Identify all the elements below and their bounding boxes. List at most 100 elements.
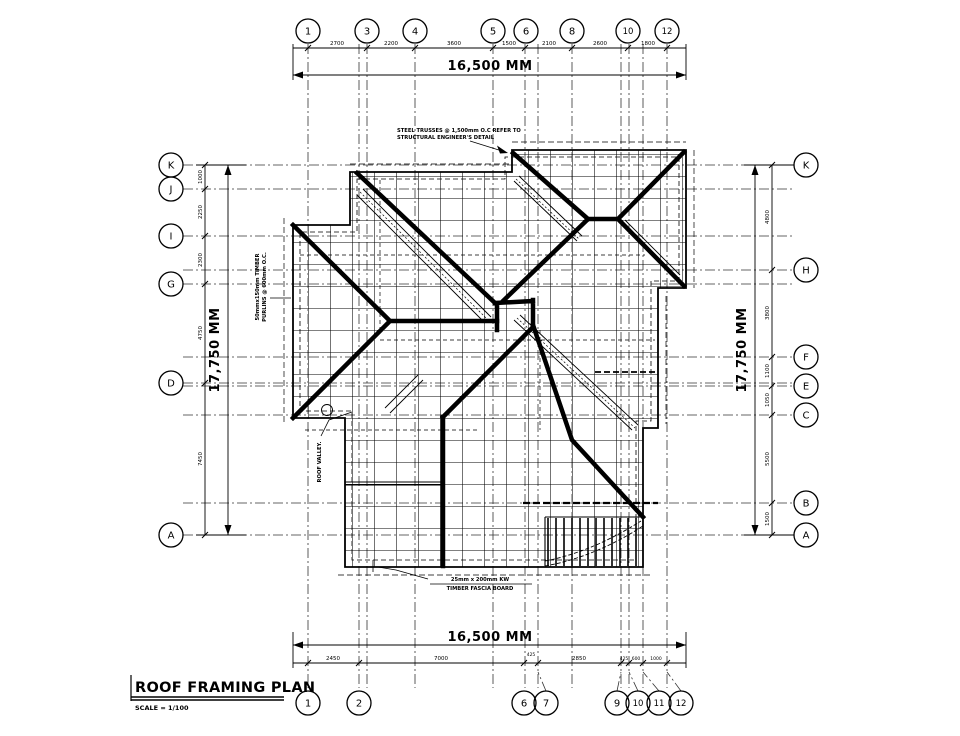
hip-valley-lines <box>289 148 688 569</box>
grid-bubble: 1 <box>295 18 321 44</box>
hip-to-lower-ridge <box>439 323 537 569</box>
truss-note-leader <box>469 140 503 152</box>
dim-value: 1500 <box>502 41 516 47</box>
valley-band-right <box>620 219 681 280</box>
grid-bubble: H <box>793 257 819 283</box>
dim-lines <box>292 632 687 668</box>
detail-circle <box>321 404 333 416</box>
overall-dimension: 16,500 MM <box>447 630 532 645</box>
roof-outline <box>292 149 687 568</box>
dim-value: 1100 <box>765 364 771 378</box>
porch-arc-dashed <box>544 520 644 567</box>
dim-value: 425 <box>620 656 629 662</box>
fascia-note-line1: 25mm x 200mm KW <box>451 577 509 583</box>
dim-value: 4800 <box>765 210 771 224</box>
grid-bubble-label: C <box>803 411 810 422</box>
dim-value: 2300 <box>198 253 204 267</box>
dim-value: 2450 <box>326 656 340 662</box>
axis-bubbles-right: K H F E C B A <box>793 152 819 548</box>
roof-truss-grid <box>293 150 686 567</box>
grid-bubble-label: D <box>167 379 175 390</box>
dim-arrow-top <box>224 165 232 175</box>
grid-bubble-label: 12 <box>676 699 687 709</box>
porch-rafters <box>544 516 644 567</box>
axis-bubbles-bottom: 1 2 6 7 9 10 11 12 <box>295 690 694 716</box>
grid-bubble: 12 <box>668 690 694 716</box>
grid-bubble-label: B <box>803 499 810 510</box>
dimension-bottom: 2450 7000 425 2850 425 600 1000 16,500 M… <box>292 630 687 668</box>
valley-band-small <box>384 374 424 414</box>
dim-value: 425 <box>527 652 536 658</box>
bubble-fan-stubs <box>537 671 682 692</box>
dim-value: 4750 <box>198 326 204 340</box>
eave-inset-line <box>299 156 680 561</box>
grid-bubble-label: 7 <box>543 699 549 710</box>
grid-bubble: A <box>158 522 184 548</box>
truss-leader-arrowhead <box>497 145 508 154</box>
dim-value: 7450 <box>198 452 204 466</box>
grid-bubble-label: K <box>803 161 810 172</box>
framing-details <box>300 180 658 505</box>
dim-value: 1800 <box>641 41 655 47</box>
dim-value: 1000 <box>650 656 662 662</box>
grid-bubble-label: 2 <box>356 699 362 710</box>
grid-bubble-label: 9 <box>614 699 620 710</box>
dim-value: 3600 <box>447 41 461 47</box>
grid-bubble-label: G <box>167 280 175 291</box>
dim-value: 1050 <box>765 393 771 407</box>
eave-overhang-dashed <box>283 141 695 576</box>
roof-valley-label: ROOF VALLEY. <box>317 442 323 483</box>
grid-bubble-label: A <box>168 531 175 542</box>
dim-value: 2100 <box>542 41 556 47</box>
dim-value: 7000 <box>434 656 448 662</box>
grid-bubble: 6 <box>511 690 537 716</box>
overall-dimension: 17,750 MM <box>208 307 223 392</box>
grid-bubble-label: 8 <box>569 27 575 38</box>
dimension-right: 4800 3800 1100 1050 5500 1500 17,750 MM <box>735 161 794 539</box>
dim-value: 2600 <box>593 41 607 47</box>
dim-value: 5500 <box>765 452 771 466</box>
grid-bubble: J <box>158 176 184 202</box>
dim-value: 2700 <box>330 41 344 47</box>
dim-arrow-left <box>293 71 303 79</box>
dim-arrow-bottom <box>224 525 232 535</box>
dim-arrow-left <box>293 641 303 649</box>
grid-bubble: C <box>793 402 819 428</box>
grid-bubble: G <box>158 271 184 297</box>
axis-bubbles-left: K J I G D A <box>158 152 184 548</box>
grid-bubble-label: 11 <box>654 699 665 709</box>
annotations: STEEL TRUSSES @ 1,500mm O.C REFER TO STR… <box>255 128 532 592</box>
rafter-hatch-area <box>545 518 643 566</box>
drawing-scale: SCALE = 1/100 <box>135 704 189 712</box>
hidden-lines <box>300 180 655 431</box>
dimension-left: 1000 2250 2300 4750 7450 17,750 MM <box>196 161 246 539</box>
grid-bubble-label: 4 <box>412 27 418 38</box>
grid-bubble-label: H <box>802 266 810 277</box>
grid-bubble-label: J <box>169 185 173 196</box>
dim-ticks <box>768 161 776 539</box>
purlin-note-line1: 50mmx150mm TIMBER <box>255 254 261 321</box>
dim-value: 2200 <box>384 41 398 47</box>
grid-bubble-label: 10 <box>633 699 644 709</box>
grid-bubble-label: 1 <box>305 699 311 710</box>
roof-valley-leader <box>320 411 353 437</box>
grid-bubble: 6 <box>513 18 539 44</box>
valley-band-hatch <box>359 178 636 429</box>
dim-ticks <box>304 659 671 667</box>
grid-bubble: 12 <box>654 18 680 44</box>
grid-bubble-label: 1 <box>305 27 311 38</box>
grid-bubble: 2 <box>346 690 372 716</box>
grid-bubble-label: I <box>170 232 173 243</box>
grid-bubble: 11 <box>646 690 672 716</box>
dim-ticks <box>201 161 209 539</box>
fascia-note-leader <box>372 560 429 580</box>
dim-arrow-bottom <box>751 525 759 535</box>
dim-value: 600 <box>632 656 641 662</box>
dim-value: 3800 <box>765 306 771 320</box>
dim-arrow-top <box>751 165 759 175</box>
grid-bubble: E <box>793 373 819 399</box>
overall-dimension: 17,750 MM <box>735 307 750 392</box>
grid-bubble-label: F <box>803 353 809 364</box>
dim-lines <box>196 164 246 536</box>
